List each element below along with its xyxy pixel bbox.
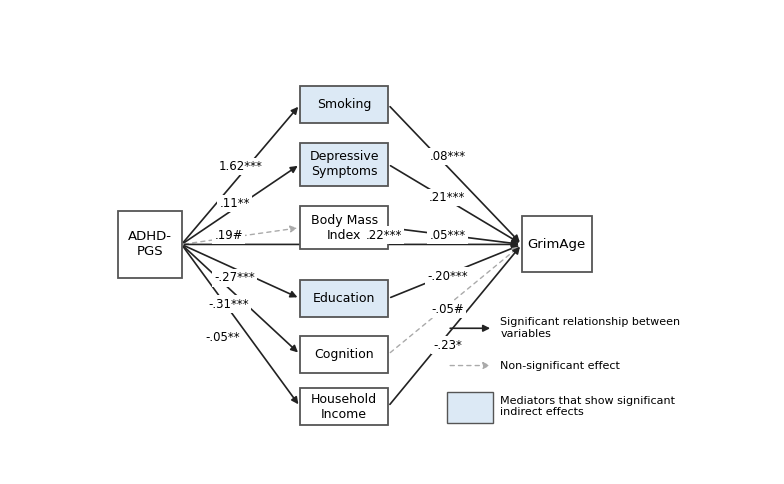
Text: Education: Education bbox=[313, 292, 376, 305]
Text: -.05#: -.05# bbox=[431, 303, 464, 316]
Text: -.05**: -.05** bbox=[205, 331, 240, 344]
FancyBboxPatch shape bbox=[118, 211, 182, 278]
Text: .21***: .21*** bbox=[429, 191, 466, 204]
Text: Smoking: Smoking bbox=[317, 98, 372, 111]
Text: .22***: .22*** bbox=[365, 228, 401, 242]
Text: Body Mass
Index: Body Mass Index bbox=[310, 213, 378, 242]
Text: -.20***: -.20*** bbox=[427, 270, 468, 283]
Text: GrimAge: GrimAge bbox=[528, 238, 586, 251]
FancyBboxPatch shape bbox=[300, 206, 388, 249]
Text: Cognition: Cognition bbox=[314, 348, 374, 361]
FancyBboxPatch shape bbox=[300, 280, 388, 317]
FancyBboxPatch shape bbox=[522, 216, 592, 272]
Text: -.31***: -.31*** bbox=[209, 298, 249, 311]
FancyBboxPatch shape bbox=[448, 392, 493, 424]
Text: -.27***: -.27*** bbox=[214, 272, 255, 285]
FancyBboxPatch shape bbox=[300, 388, 388, 425]
Text: 1.62***: 1.62*** bbox=[219, 160, 263, 173]
Text: .08***: .08*** bbox=[430, 151, 466, 163]
Text: Non-significant effect: Non-significant effect bbox=[500, 361, 620, 371]
Text: Household
Income: Household Income bbox=[311, 393, 377, 421]
FancyBboxPatch shape bbox=[300, 336, 388, 373]
Text: Mediators that show significant
indirect effects: Mediators that show significant indirect… bbox=[500, 396, 675, 417]
Text: Significant relationship between
variables: Significant relationship between variabl… bbox=[500, 318, 681, 339]
FancyBboxPatch shape bbox=[300, 143, 388, 186]
FancyBboxPatch shape bbox=[300, 86, 388, 123]
Text: .05***: .05*** bbox=[430, 228, 466, 242]
Text: .11**: .11** bbox=[220, 197, 250, 210]
Text: -.23*: -.23* bbox=[433, 338, 462, 351]
Text: Depressive
Symptoms: Depressive Symptoms bbox=[310, 151, 379, 178]
Text: .19#: .19# bbox=[214, 228, 243, 242]
Text: ADHD-
PGS: ADHD- PGS bbox=[128, 230, 172, 258]
